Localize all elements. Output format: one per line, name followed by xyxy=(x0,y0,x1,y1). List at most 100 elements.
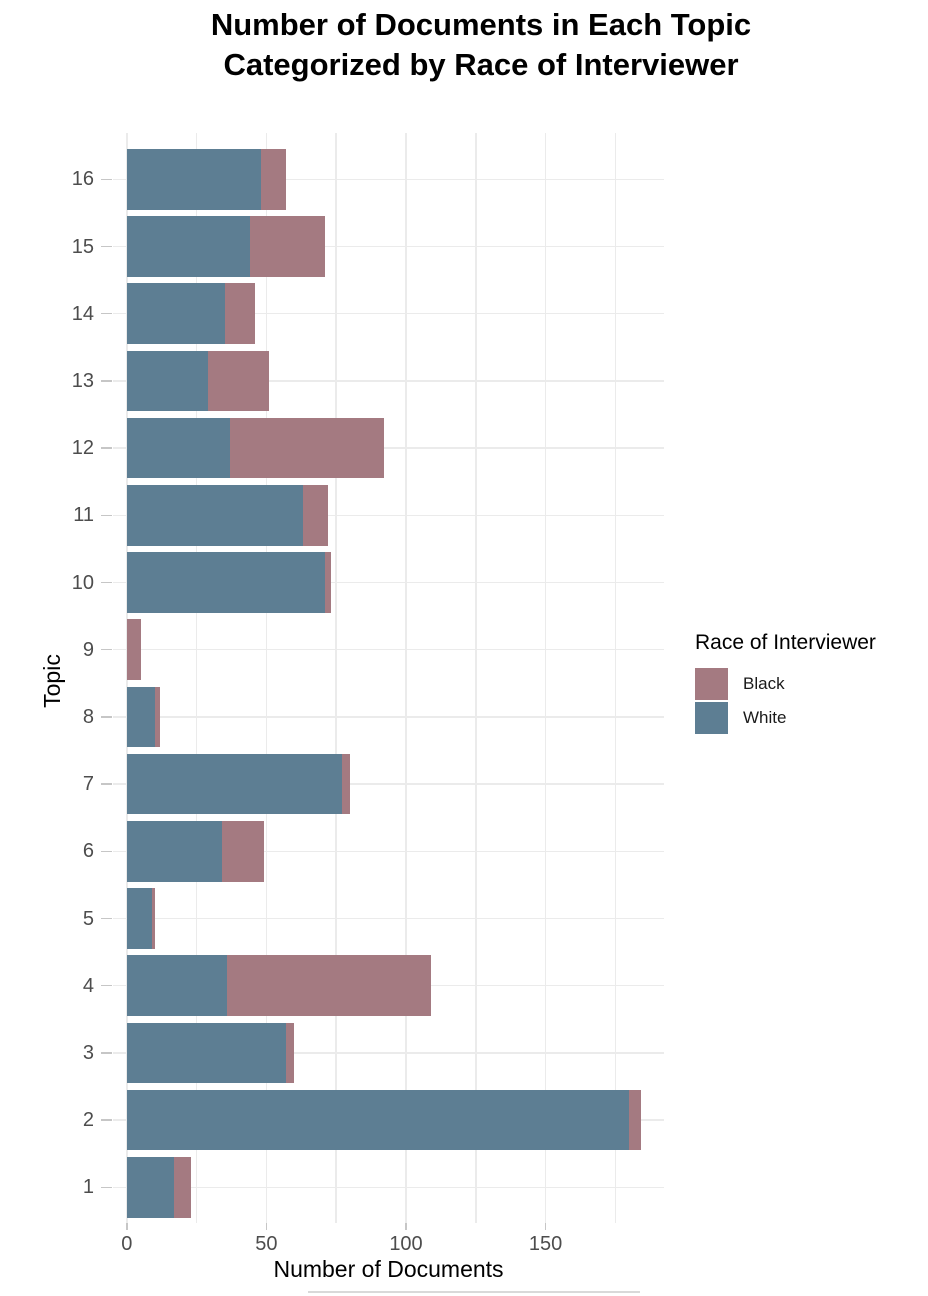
y-tick-label-topic-15: 15 xyxy=(71,235,94,258)
legend: Race of Interviewer Black White xyxy=(695,631,876,736)
y-tick-label-topic-7: 7 xyxy=(82,773,94,796)
bar-black-topic-14 xyxy=(224,283,256,344)
y-gridline-topic-14 xyxy=(113,312,664,315)
bar-white-topic-6 xyxy=(126,821,222,882)
x-tick-label-0: 0 xyxy=(121,1233,133,1255)
y-tick-topic-12 xyxy=(101,447,112,449)
y-gridline-topic-8 xyxy=(113,716,664,718)
legend-label-black: Black xyxy=(743,674,785,693)
bar-white-topic-15 xyxy=(126,216,250,277)
y-tick-label-topic-8: 8 xyxy=(82,705,94,728)
bar-black-topic-2 xyxy=(629,1089,641,1151)
y-tick-label-topic-6: 6 xyxy=(82,840,94,863)
x-gridline-150 xyxy=(544,133,547,1223)
bar-white-topic-14 xyxy=(126,283,225,344)
y-gridline-topic-13 xyxy=(113,380,664,382)
bar-black-topic-7 xyxy=(341,753,351,815)
bar-black-topic-13 xyxy=(207,350,270,412)
y-tick-label-topic-4: 4 xyxy=(82,974,94,997)
bar-white-topic-4 xyxy=(126,955,228,1016)
y-tick-topic-3 xyxy=(101,1052,112,1054)
bar-white-topic-8 xyxy=(126,686,155,748)
bar-white-topic-11 xyxy=(126,485,303,546)
y-tick-topic-15 xyxy=(101,245,112,248)
y-tick-topic-1 xyxy=(101,1186,112,1189)
bar-white-topic-2 xyxy=(126,1089,630,1151)
bar-white-topic-7 xyxy=(126,753,342,815)
bar-black-topic-9 xyxy=(126,619,141,680)
bar-white-topic-1 xyxy=(126,1157,175,1218)
y-tick-topic-10 xyxy=(101,581,112,584)
y-gridline-topic-9 xyxy=(113,648,664,651)
y-tick-label-topic-2: 2 xyxy=(82,1109,94,1132)
x-tick-0 xyxy=(126,1223,128,1230)
y-tick-label-topic-14: 14 xyxy=(71,302,94,325)
y-tick-topic-6 xyxy=(101,850,112,853)
y-tick-label-topic-13: 13 xyxy=(71,369,94,392)
x-gridline-100 xyxy=(405,133,407,1223)
x-tick-label-50: 50 xyxy=(255,1233,278,1255)
y-tick-topic-2 xyxy=(101,1119,112,1121)
x-tick-50 xyxy=(265,1223,268,1230)
x-tick-100 xyxy=(405,1223,407,1230)
bar-white-topic-16 xyxy=(126,149,261,210)
y-tick-label-topic-11: 11 xyxy=(73,504,94,527)
y-tick-label-topic-9: 9 xyxy=(82,638,94,661)
y-tick-label-topic-12: 12 xyxy=(71,437,94,460)
y-tick-label-topic-1: 1 xyxy=(82,1176,94,1199)
y-gridline-topic-11 xyxy=(113,514,664,517)
y-gridline-topic-6 xyxy=(113,850,664,853)
y-gridline-topic-3 xyxy=(113,1052,664,1054)
y-tick-topic-5 xyxy=(101,917,112,920)
x-gridline-175 xyxy=(614,133,617,1223)
bar-black-topic-11 xyxy=(302,485,328,546)
x-axis-title: Number of Documents xyxy=(273,1256,504,1282)
bottom-partial-line xyxy=(308,1291,640,1293)
y-tick-topic-14 xyxy=(101,312,112,315)
y-gridline-topic-12 xyxy=(113,447,664,449)
x-gridline-75 xyxy=(335,133,337,1223)
legend-title: Race of Interviewer xyxy=(695,631,876,654)
y-tick-topic-13 xyxy=(101,380,112,382)
y-gridline-topic-1 xyxy=(113,1186,664,1189)
y-gridline-topic-5 xyxy=(113,917,664,920)
y-gridline-topic-15 xyxy=(113,245,664,248)
legend-entry-black: Black xyxy=(695,668,876,700)
y-tick-label-topic-5: 5 xyxy=(82,907,94,930)
x-gridline-50 xyxy=(265,133,268,1223)
legend-swatch-black xyxy=(695,668,728,700)
y-tick-topic-11 xyxy=(101,514,112,517)
legend-label-white: White xyxy=(743,708,787,727)
bar-black-topic-8 xyxy=(154,686,161,748)
x-gridline-25 xyxy=(195,133,198,1223)
y-tick-topic-9 xyxy=(101,648,112,651)
bar-black-topic-1 xyxy=(174,1157,191,1218)
bar-black-topic-5 xyxy=(151,888,155,949)
y-gridline-topic-16 xyxy=(113,178,664,181)
bar-white-topic-3 xyxy=(126,1022,286,1084)
x-tick-label-100: 100 xyxy=(389,1233,423,1255)
x-tick-label-150: 150 xyxy=(528,1233,563,1255)
chart-title-line1: Number of Documents in Each Topic xyxy=(210,7,752,42)
bar-white-topic-10 xyxy=(126,552,326,613)
y-gridline-topic-7 xyxy=(113,783,664,785)
bar-black-topic-3 xyxy=(285,1022,295,1084)
y-tick-topic-7 xyxy=(101,783,112,785)
y-tick-label-topic-10: 10 xyxy=(71,571,94,594)
bar-black-topic-12 xyxy=(230,417,384,479)
chart-title: Number of Documents in Each Topic Catego… xyxy=(0,5,928,85)
x-gridline-125 xyxy=(475,133,477,1223)
chart-title-line2: Categorized by Race of Interviewer xyxy=(223,47,739,82)
bar-white-topic-12 xyxy=(126,417,231,479)
x-tick-150 xyxy=(544,1223,547,1230)
bar-white-topic-5 xyxy=(126,888,152,949)
y-tick-label-topic-3: 3 xyxy=(82,1041,94,1064)
bar-black-topic-6 xyxy=(221,821,264,882)
legend-swatch-white xyxy=(695,702,728,734)
bar-white-topic-13 xyxy=(126,350,208,412)
bar-black-topic-10 xyxy=(325,552,331,613)
y-gridline-topic-10 xyxy=(113,581,664,584)
bar-black-topic-16 xyxy=(260,149,286,210)
y-tick-topic-8 xyxy=(101,716,112,718)
